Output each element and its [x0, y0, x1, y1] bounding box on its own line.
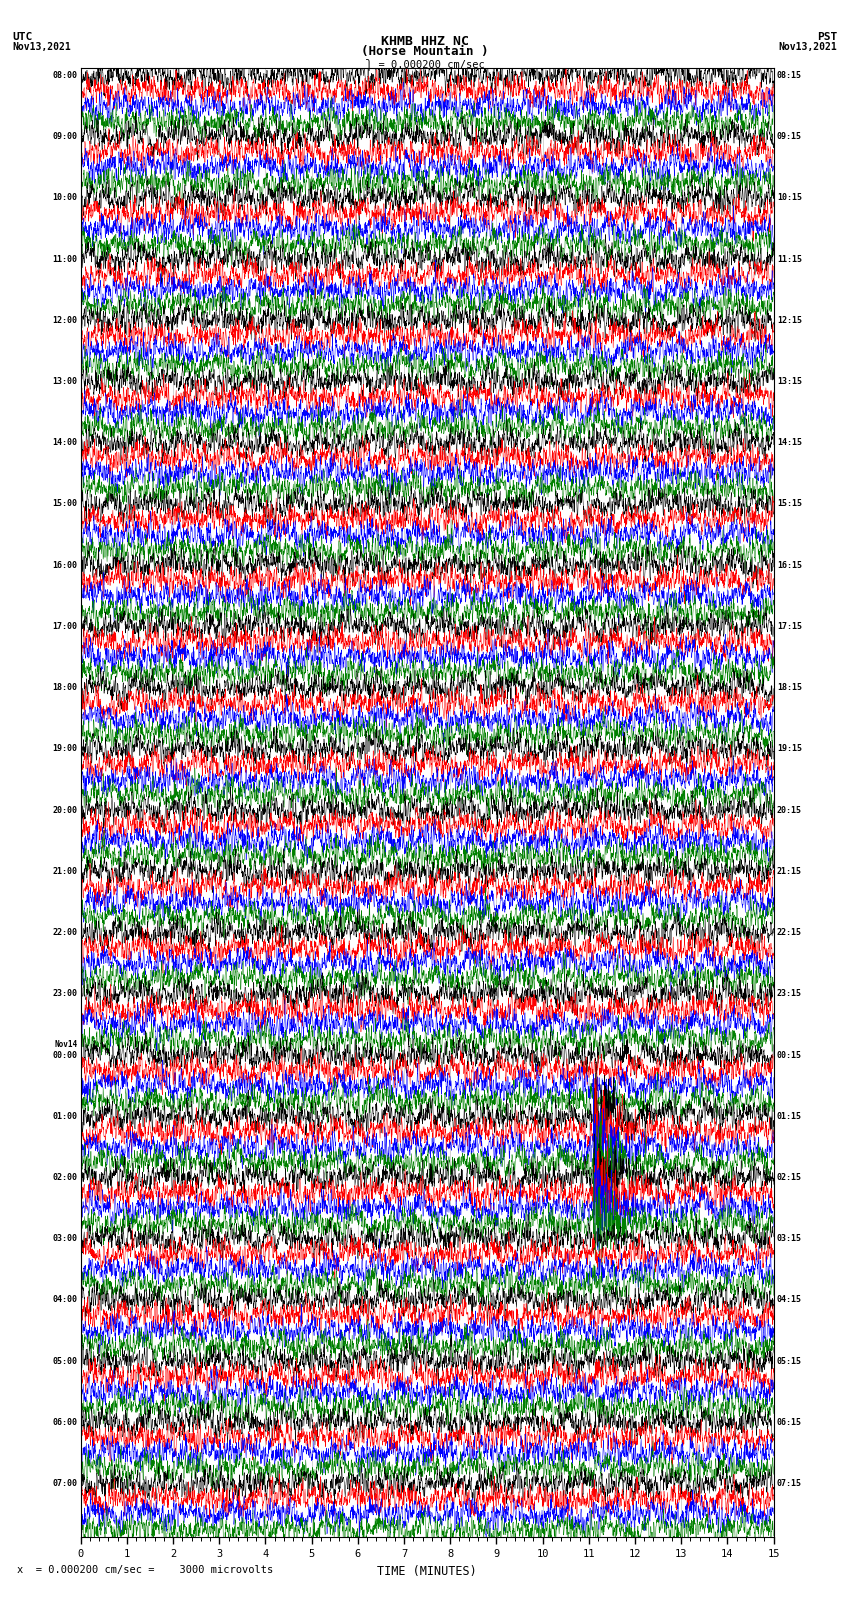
Text: 09:00: 09:00	[53, 132, 77, 140]
Text: 14:15: 14:15	[777, 439, 802, 447]
Text: 10:15: 10:15	[777, 194, 802, 202]
Text: Nov13,2021: Nov13,2021	[779, 42, 837, 52]
Text: x  = 0.000200 cm/sec =    3000 microvolts: x = 0.000200 cm/sec = 3000 microvolts	[17, 1565, 273, 1574]
Text: 07:15: 07:15	[777, 1479, 802, 1489]
Text: 10:00: 10:00	[53, 194, 77, 202]
Text: 20:15: 20:15	[777, 805, 802, 815]
Text: 00:00: 00:00	[53, 1050, 77, 1060]
Text: 01:15: 01:15	[777, 1111, 802, 1121]
Text: 18:00: 18:00	[53, 684, 77, 692]
Text: 11:00: 11:00	[53, 255, 77, 263]
Text: 19:15: 19:15	[777, 744, 802, 753]
Text: 12:00: 12:00	[53, 316, 77, 324]
Text: 06:15: 06:15	[777, 1418, 802, 1428]
Text: 19:00: 19:00	[53, 744, 77, 753]
Text: 08:15: 08:15	[777, 71, 802, 81]
Text: 17:15: 17:15	[777, 623, 802, 631]
Text: 12:15: 12:15	[777, 316, 802, 324]
Text: 22:00: 22:00	[53, 927, 77, 937]
Text: 04:00: 04:00	[53, 1295, 77, 1305]
Text: 05:15: 05:15	[777, 1357, 802, 1366]
Text: 07:00: 07:00	[53, 1479, 77, 1489]
Text: 02:15: 02:15	[777, 1173, 802, 1182]
Text: 22:15: 22:15	[777, 927, 802, 937]
Text: 20:00: 20:00	[53, 805, 77, 815]
Text: 18:15: 18:15	[777, 684, 802, 692]
Text: PST: PST	[817, 32, 837, 42]
Text: KHMB HHZ NC: KHMB HHZ NC	[381, 35, 469, 48]
Text: Nov14: Nov14	[54, 1040, 77, 1048]
Text: 09:15: 09:15	[777, 132, 802, 140]
Text: ⎫ = 0.000200 cm/sec: ⎫ = 0.000200 cm/sec	[366, 58, 484, 69]
Text: 11:15: 11:15	[777, 255, 802, 263]
Text: 21:15: 21:15	[777, 866, 802, 876]
Text: 08:00: 08:00	[53, 71, 77, 81]
Text: Nov13,2021: Nov13,2021	[13, 42, 71, 52]
Text: 05:00: 05:00	[53, 1357, 77, 1366]
Text: 03:15: 03:15	[777, 1234, 802, 1244]
Text: 04:15: 04:15	[777, 1295, 802, 1305]
Text: 23:00: 23:00	[53, 989, 77, 998]
Text: 00:15: 00:15	[777, 1050, 802, 1060]
Text: 15:15: 15:15	[777, 500, 802, 508]
Text: UTC: UTC	[13, 32, 33, 42]
Text: 02:00: 02:00	[53, 1173, 77, 1182]
Text: 13:00: 13:00	[53, 377, 77, 386]
Text: 23:15: 23:15	[777, 989, 802, 998]
Text: 17:00: 17:00	[53, 623, 77, 631]
Text: 15:00: 15:00	[53, 500, 77, 508]
Text: 16:00: 16:00	[53, 561, 77, 569]
Text: 13:15: 13:15	[777, 377, 802, 386]
Text: 01:00: 01:00	[53, 1111, 77, 1121]
Text: 06:00: 06:00	[53, 1418, 77, 1428]
Text: 14:00: 14:00	[53, 439, 77, 447]
Text: 16:15: 16:15	[777, 561, 802, 569]
X-axis label: TIME (MINUTES): TIME (MINUTES)	[377, 1565, 477, 1578]
Text: (Horse Mountain ): (Horse Mountain )	[361, 45, 489, 58]
Text: 03:00: 03:00	[53, 1234, 77, 1244]
Text: 21:00: 21:00	[53, 866, 77, 876]
